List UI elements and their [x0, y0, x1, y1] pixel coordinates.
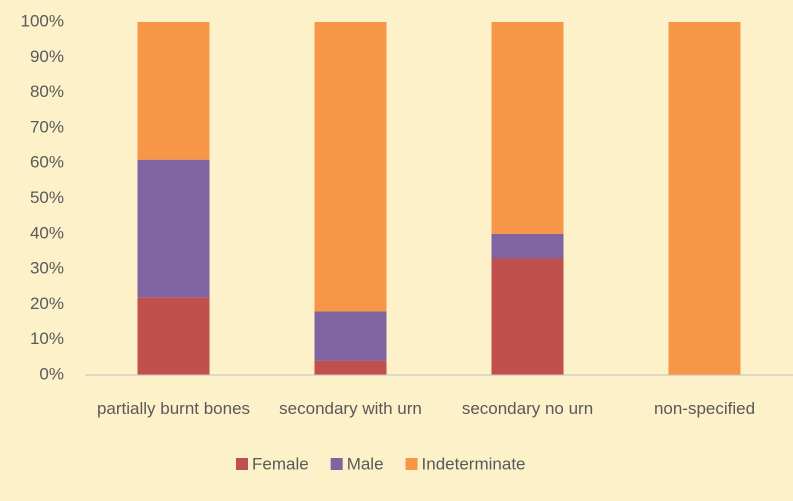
y-tick-label: 80% — [30, 82, 64, 101]
bar-segment — [491, 258, 564, 375]
y-tick-label: 0% — [39, 364, 64, 383]
bar-segment — [314, 360, 387, 375]
x-tick-label: secondary with urn — [279, 399, 422, 418]
legend-swatch — [236, 458, 248, 470]
legend-swatch — [330, 458, 343, 470]
bar-segment — [137, 22, 210, 160]
y-tick-label: 10% — [30, 329, 64, 348]
y-tick-label: 60% — [30, 153, 64, 172]
bar-segment — [314, 22, 387, 312]
legend-label: Indeterminate — [422, 454, 526, 473]
legend-swatch — [405, 458, 418, 470]
bar-segment — [137, 159, 210, 298]
y-tick-label: 40% — [30, 223, 64, 242]
bar-segment — [314, 311, 387, 361]
bar-segment — [137, 297, 210, 375]
x-tick-label: partially burnt bones — [96, 399, 251, 418]
y-tick-label: 90% — [30, 47, 64, 66]
legend-label: Female — [252, 454, 309, 473]
legend-label: Male — [347, 454, 384, 473]
bar-segment — [491, 22, 564, 234]
y-tick-label: 20% — [30, 294, 64, 313]
bar-segment — [668, 22, 741, 375]
x-tick-label: secondary no urn — [461, 399, 594, 418]
y-tick-label: 30% — [30, 259, 64, 278]
x-tick-label: non-specified — [653, 399, 756, 418]
y-tick-label: 50% — [30, 188, 64, 207]
y-tick-label: 100% — [21, 11, 64, 30]
y-tick-label: 70% — [30, 117, 64, 136]
bar-segment — [491, 233, 564, 259]
